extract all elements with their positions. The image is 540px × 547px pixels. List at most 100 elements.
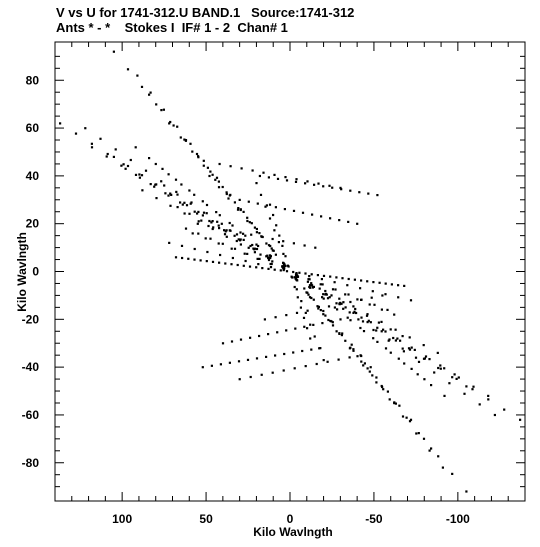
uv-point: [321, 322, 324, 325]
uv-point: [443, 394, 446, 397]
uv-point: [273, 229, 276, 232]
uv-point: [179, 136, 182, 139]
uv-point: [394, 339, 397, 342]
uv-point: [349, 319, 352, 322]
uv-point: [422, 344, 425, 347]
x-tick-label: -50: [365, 512, 383, 526]
uv-point: [296, 296, 299, 299]
uv-point: [322, 309, 325, 313]
uv-point: [471, 388, 474, 391]
uv-point: [248, 265, 252, 268]
uv-point: [341, 277, 344, 280]
uv-point: [283, 352, 286, 356]
uv-point: [84, 127, 87, 130]
uv-point: [215, 211, 218, 214]
uv-point: [183, 201, 186, 204]
uv-point: [176, 125, 179, 128]
uv-point: [394, 402, 397, 405]
uv-point: [365, 314, 369, 317]
uv-point: [376, 194, 379, 197]
uv-point: [384, 330, 387, 333]
uv-point: [277, 241, 280, 244]
uv-point: [386, 308, 389, 311]
uv-point: [315, 362, 318, 366]
uv-point: [399, 339, 402, 342]
uv-point: [305, 291, 308, 294]
plot-frame: [54, 41, 526, 502]
uv-point: [366, 313, 369, 316]
uv-point: [246, 219, 249, 223]
uv-point: [175, 190, 178, 193]
uv-point: [253, 251, 256, 254]
uv-point: [451, 376, 454, 379]
uv-point: [126, 68, 130, 71]
y-tick-label: -40: [22, 360, 40, 374]
uv-point: [239, 208, 242, 211]
uv-point: [321, 296, 324, 299]
uv-point: [269, 256, 272, 260]
uv-point: [331, 321, 334, 324]
uv-point: [201, 366, 204, 369]
uv-point: [264, 205, 267, 208]
uv-point: [348, 311, 351, 314]
uv-point: [310, 296, 313, 300]
uv-point: [267, 267, 270, 270]
uv-point: [256, 257, 259, 260]
uv-point: [282, 369, 285, 372]
uv-point: [292, 242, 295, 245]
uv-point: [220, 222, 223, 225]
uv-point: [227, 197, 230, 200]
uv-point: [422, 357, 426, 360]
uv-point: [338, 303, 341, 306]
uv-point: [196, 212, 199, 215]
uv-point: [210, 364, 213, 367]
uv-point: [417, 432, 420, 435]
y-axis-label: Kilo Wavlngth: [15, 232, 29, 312]
uv-point: [274, 316, 277, 319]
uv-point: [347, 293, 350, 296]
uv-point: [271, 237, 274, 241]
uv-point: [233, 234, 236, 237]
uv-point: [303, 287, 306, 290]
uv-point: [209, 237, 212, 240]
uv-point: [176, 206, 179, 209]
uv-point: [312, 298, 315, 301]
uv-point: [225, 192, 228, 196]
uv-point: [255, 266, 258, 269]
uv-point: [188, 189, 191, 192]
uv-point: [390, 283, 393, 286]
uv-point: [413, 348, 416, 351]
uv-point: [217, 242, 220, 245]
uv-point: [228, 229, 231, 232]
uv-point: [209, 170, 212, 173]
uv-point: [265, 204, 268, 207]
uv-point: [372, 337, 375, 340]
uv-point: [430, 447, 433, 450]
uv-point: [352, 305, 355, 308]
uv-point: [339, 186, 342, 189]
uv-point: [313, 335, 316, 338]
uv-point: [338, 297, 341, 300]
uv-point: [285, 270, 289, 273]
uv-point: [295, 288, 298, 291]
uv-point: [154, 162, 157, 166]
y-tick-label: -60: [22, 408, 40, 422]
uv-point: [388, 338, 391, 341]
uv-point: [215, 176, 219, 179]
uv-point: [401, 335, 404, 338]
uv-point: [309, 337, 312, 340]
uv-point: [271, 260, 274, 263]
uv-point: [183, 212, 186, 215]
uv-point: [278, 234, 281, 237]
uv-point: [328, 296, 331, 299]
uv-point: [275, 224, 278, 227]
uv-point: [269, 244, 272, 248]
uv-point: [295, 311, 299, 314]
uv-point: [161, 167, 164, 170]
uv-point: [463, 392, 466, 395]
uv-point: [441, 466, 444, 469]
uv-point: [239, 231, 242, 234]
uv-point: [478, 403, 481, 406]
uv-point: [199, 259, 202, 262]
